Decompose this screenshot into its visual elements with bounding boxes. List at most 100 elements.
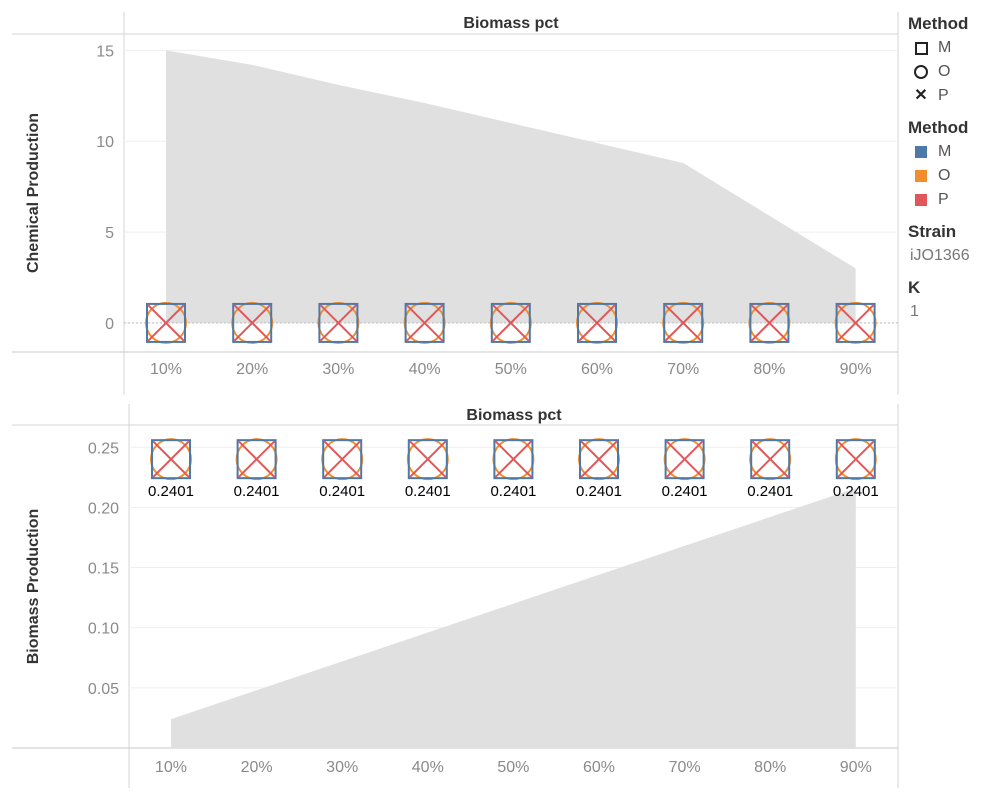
k-filter: K 1 [908,278,998,324]
x-tick-label: 30% [326,759,358,776]
x-tick-label: 80% [753,361,785,378]
marker-p-x [837,440,875,478]
marker-m-square [663,302,704,343]
marker-m-square [322,439,363,480]
column-header-title: Biomass pct [466,407,562,424]
marker-p-x [580,440,618,478]
legend-label: M [938,39,952,56]
shape-legend-title: Method [908,14,969,33]
marker-p-x [751,440,789,478]
marker-p-x [494,440,533,478]
marker-p-x [578,304,616,342]
marker-p-x [665,440,704,478]
x-tick-label: 60% [583,759,615,776]
data-label: 0.2401 [234,483,280,500]
marker-m-square [318,302,359,343]
legend-label: O [938,167,951,184]
legend-label: P [938,87,949,104]
marker-m-square [151,439,191,480]
circle-shape-icon [912,63,930,81]
shape-legend: Method M O ✕ P [908,14,998,108]
marker-p-x [750,304,789,342]
legend-label: O [938,63,951,80]
y-tick-label: 0.10 [88,621,119,638]
k-title: K [908,278,921,297]
marker-m-square [750,439,791,480]
y-tick-label: 0.25 [88,440,119,457]
x-tick-label: 80% [754,759,786,776]
x-tick-label: 90% [840,759,872,776]
x-tick-label: 10% [150,361,182,378]
marker-p-x [233,304,271,342]
marker-p-x [147,304,185,342]
legend-item-m-shape[interactable]: M [908,36,998,60]
data-label: 0.2401 [148,483,194,500]
legend-item-o-shape[interactable]: O [908,60,998,84]
x-tick-label: 50% [495,361,527,378]
x-tick-label: 70% [667,361,699,378]
y-axis-title: Chemical Production [25,113,42,273]
y-tick-label: 5 [105,225,114,242]
x-tick-label: 20% [236,361,268,378]
legend-item-p-color[interactable]: P [908,188,998,212]
marker-m-square [749,302,790,343]
column-header-title: Biomass pct [463,15,559,32]
x-tick-label: 40% [412,759,444,776]
data-label: 0.2401 [319,483,365,500]
y-tick-label: 0 [105,316,114,333]
data-label: 0.2401 [490,483,536,500]
marker-m-square [664,439,705,480]
area-shape [166,50,856,323]
marker-m-square [404,302,445,343]
marker-p-x [237,440,276,478]
x-tick-label: 50% [497,759,529,776]
x-tick-label: 60% [581,361,613,378]
chemical-production-panel: 0 5 10 15 10% 20% 30% 40% 50% 60% 70% 80% 90% Biomass… [12,12,899,395]
data-label: 0.2401 [662,483,708,500]
marker-m-square [407,439,448,480]
legend: Method M O ✕ P Method M O P Strain iJ [908,14,998,334]
marker-m-square [579,439,619,480]
legend-item-o-color[interactable]: O [908,164,998,188]
data-label: 0.2401 [405,483,451,500]
color-swatch-icon [912,143,930,161]
y-tick-label: 0.15 [88,561,119,578]
strain-title: Strain [908,222,957,241]
marker-m-square [232,302,273,343]
y-tick-label: 15 [96,43,114,60]
area-shape [171,488,856,748]
data-label: 0.2401 [747,483,793,500]
x-tick-label: 90% [840,361,872,378]
color-legend-title: Method [908,118,969,137]
y-tick-label: 0.05 [88,681,119,698]
marker-p-x [492,304,530,342]
x-tick-label: 40% [409,361,441,378]
marker-m-square [835,439,876,480]
color-legend: Method M O P [908,118,998,212]
marker-m-square [577,302,617,343]
data-label: 0.2401 [833,483,879,500]
y-tick-label: 10 [96,134,114,151]
legend-item-m-color[interactable]: M [908,140,998,164]
x-tick-label: 70% [669,759,701,776]
x-shape-icon: ✕ [914,87,928,104]
strain-value[interactable]: iJO1366 [910,247,970,264]
k-value[interactable]: 1 [910,303,919,320]
strain-filter: Strain iJO1366 [908,222,998,268]
color-swatch-icon [912,167,930,185]
marker-p-x [319,304,358,342]
marker-m-square [493,439,534,480]
y-axis-title: Biomass Production [25,509,42,665]
marker-m-square [146,302,186,343]
y-tick-label: 0.20 [88,500,119,517]
marker-p-x [152,440,190,478]
x-tick-label: 10% [155,759,187,776]
marker-m-square [835,302,876,343]
marker-p-x [323,440,361,478]
marker-p-x [409,440,447,478]
data-label: 0.2401 [576,483,622,500]
legend-item-p-shape[interactable]: ✕ P [908,84,998,108]
marker-m-square [490,302,531,343]
square-shape-icon [912,39,930,57]
